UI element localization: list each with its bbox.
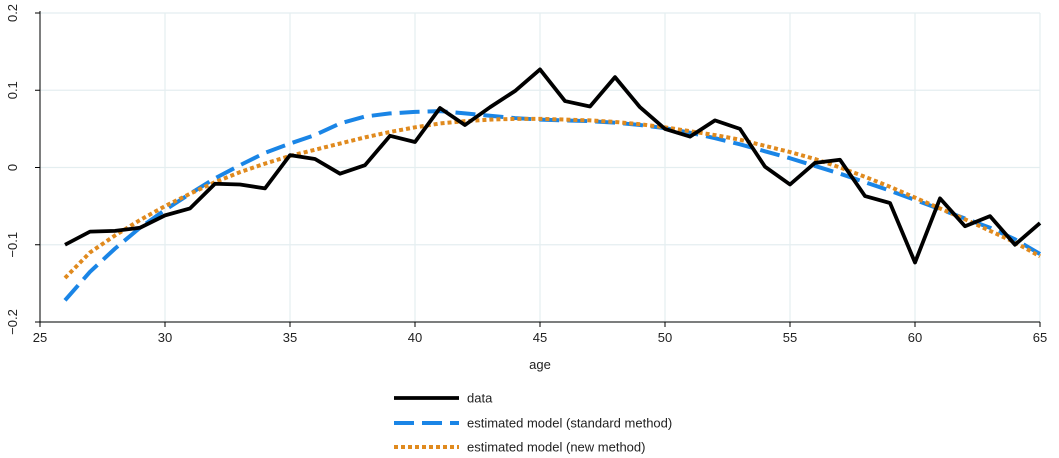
x-tick-label: 50 — [658, 330, 672, 345]
series-layer — [63, 67, 1042, 302]
legend-label: data — [467, 391, 493, 406]
x-tick-label: 60 — [908, 330, 922, 345]
y-tick-label: 0.1 — [5, 81, 20, 99]
x-tick-label: 45 — [533, 330, 547, 345]
x-tick-label: 65 — [1033, 330, 1047, 345]
x-tick-label: 30 — [158, 330, 172, 345]
data-series-line — [64, 67, 1042, 265]
x-tick-label: 40 — [408, 330, 422, 345]
legend-label: estimated model (new method) — [467, 440, 645, 455]
x-tick-label: 25 — [33, 330, 47, 345]
y-tick-label: 0.2 — [5, 4, 20, 22]
y-tick-label: −0.2 — [5, 309, 20, 335]
standard-method-series-line — [63, 109, 1042, 302]
y-tick-label: −0.1 — [5, 232, 20, 258]
axes-layer: 25 30 35 40 45 50 55 60 65 −0.2 −0.1 0 0.1 0.2 — [5, 4, 1047, 345]
legend: data estimated model (standard method) est… — [394, 391, 672, 455]
new-method-series-line — [63, 116, 1041, 280]
x-axis-title: age — [529, 357, 551, 372]
grid-layer — [39, 12, 1041, 323]
x-tick-label: 55 — [783, 330, 797, 345]
legend-label: estimated model (standard method) — [467, 416, 672, 431]
y-tick-label: 0 — [5, 164, 20, 171]
x-tick-label: 35 — [283, 330, 297, 345]
